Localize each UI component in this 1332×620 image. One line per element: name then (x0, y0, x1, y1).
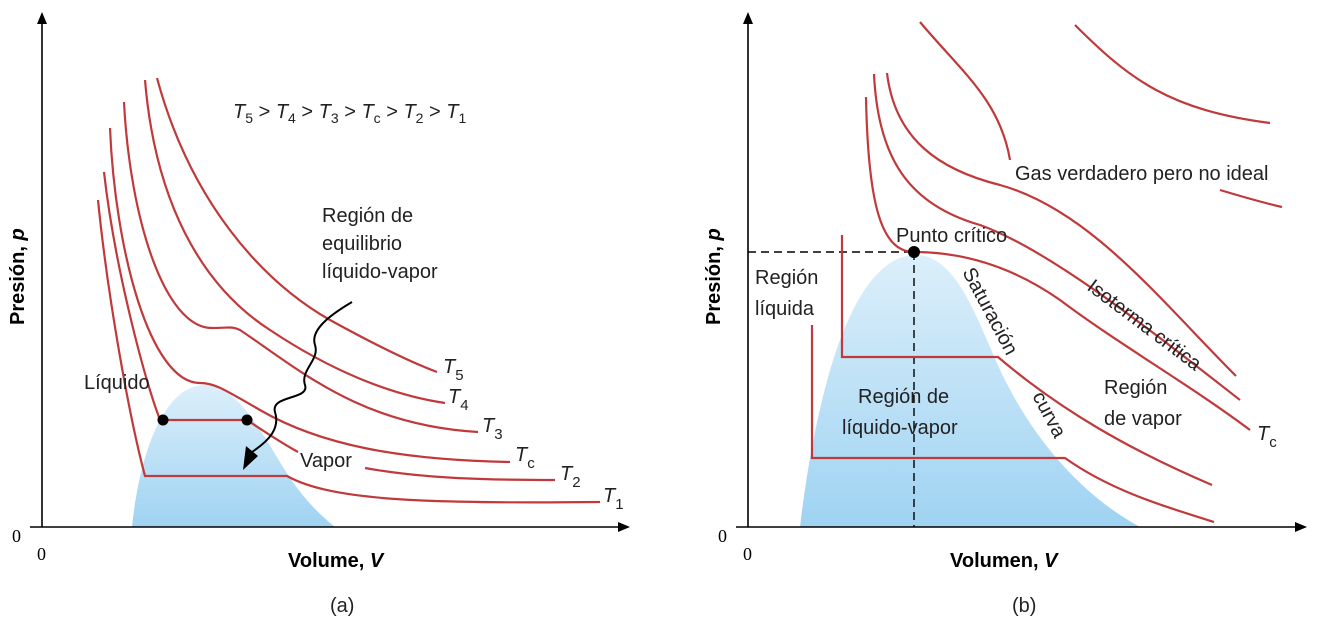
liquid-region-label-2: líquida (755, 298, 815, 320)
region-label-2: equilibrio (322, 233, 402, 255)
label-t1: T1 (603, 485, 624, 513)
liquid-label: Líquido (84, 372, 150, 394)
y-axis-title: Presión, p (703, 228, 725, 325)
isotherm-t4 (143, 79, 446, 405)
x-axis-title: Volume, V (288, 550, 385, 572)
isotherm-t1 (96, 199, 601, 504)
origin-y-label: 0 (12, 526, 21, 546)
isotherm-high-3 (919, 21, 1012, 161)
gas-label: Gas verdadero pero no ideal (1015, 163, 1269, 185)
lv-region-label-1: Región de (858, 386, 949, 408)
critical-point-dot (908, 246, 920, 258)
vapor-region-label-1: Región (1104, 377, 1167, 399)
isotherm-t2-tail (364, 466, 556, 482)
region-label-3: líquido-vapor (322, 261, 438, 283)
label-t2: T2 (560, 463, 581, 491)
saturated-vapor-point (241, 414, 253, 426)
label-t5: T5 (443, 356, 464, 384)
label-tc: Tc (1257, 423, 1277, 451)
isotherm-t2 (102, 171, 299, 453)
critical-isotherm (864, 96, 1251, 431)
isotherm-low-2 (840, 235, 1213, 487)
isotherm-high-2 (885, 72, 1237, 377)
wavy-arrow (251, 301, 353, 453)
isotherm-high-4 (1074, 24, 1271, 125)
label-t4: T4 (448, 386, 469, 414)
isotherm-t5 (155, 77, 438, 374)
lv-region-label-2: líquido-vapor (842, 417, 958, 439)
caption-a: (a) (330, 595, 354, 617)
vapor-label: Vapor (300, 450, 352, 472)
saturated-liquid-point (157, 414, 169, 426)
isotherm-t3 (122, 101, 479, 434)
origin-x-label: 0 (37, 544, 46, 564)
isotherm-high-3-tail (1219, 188, 1283, 209)
isotherm-high-1 (872, 73, 1241, 401)
isotherm-tc (108, 127, 511, 464)
relation-label: T5 > T4 > T3 > Tc > T2 > T1 (233, 101, 466, 126)
x-axis-title: Volumen, V (950, 550, 1059, 572)
region-label-1: Región de (322, 205, 413, 227)
label-tc: Tc (515, 444, 535, 472)
isotherm-low-1 (810, 325, 1215, 524)
panel-a: 0 0 T5 > T4 > T3 > Tc > T2 > T1 Región d… (7, 12, 630, 617)
origin-y-label: 0 (718, 526, 727, 546)
vapor-region-label-2: de vapor (1104, 408, 1182, 430)
y-axis-title: Presión, p (7, 228, 29, 325)
panel-b: 0 0 Gas verdadero pero no ideal Punto cr… (703, 12, 1307, 617)
liquid-region-label-1: Región (755, 267, 818, 289)
origin-x-label: 0 (743, 544, 752, 564)
label-t3: T3 (482, 415, 503, 443)
wavy-arrow-head (243, 446, 258, 470)
caption-b: (b) (1012, 595, 1036, 617)
critical-point-label: Punto crítico (896, 225, 1007, 247)
